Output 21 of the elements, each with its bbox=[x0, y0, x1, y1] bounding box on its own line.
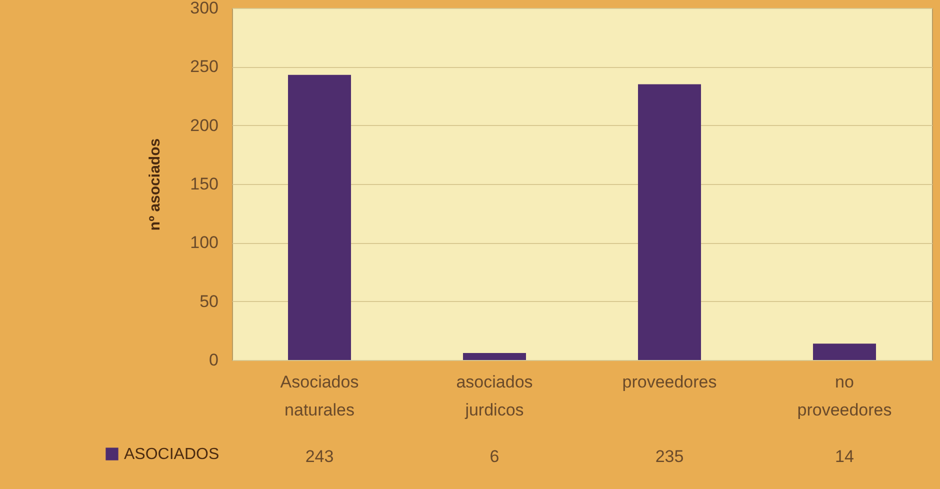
y-tick-label: 300 bbox=[190, 0, 218, 18]
bar bbox=[463, 352, 526, 360]
bar bbox=[288, 74, 351, 360]
data-label: 235 bbox=[655, 447, 684, 466]
bar bbox=[638, 84, 701, 360]
y-tick-label: 100 bbox=[190, 233, 218, 252]
y-tick-label: 0 bbox=[209, 350, 218, 370]
x-tick-label: proveedores bbox=[622, 372, 717, 392]
y-tick-label: 200 bbox=[190, 116, 218, 135]
x-tick-label: Asociados naturales bbox=[280, 372, 359, 420]
y-tick-label: 150 bbox=[190, 174, 218, 194]
x-tick-label: asociados jurdicos bbox=[456, 372, 533, 420]
legend-label: ASOCIADOS bbox=[124, 446, 220, 463]
y-axis-title: nº asociados bbox=[146, 138, 164, 231]
y-tick-label: 250 bbox=[190, 57, 218, 76]
data-label: 14 bbox=[835, 447, 854, 466]
data-label: 6 bbox=[490, 447, 500, 466]
y-tick-label: 50 bbox=[200, 292, 218, 311]
data-label: 243 bbox=[305, 447, 334, 466]
bar bbox=[813, 344, 876, 360]
x-tick-label: no proveedores bbox=[797, 372, 892, 420]
